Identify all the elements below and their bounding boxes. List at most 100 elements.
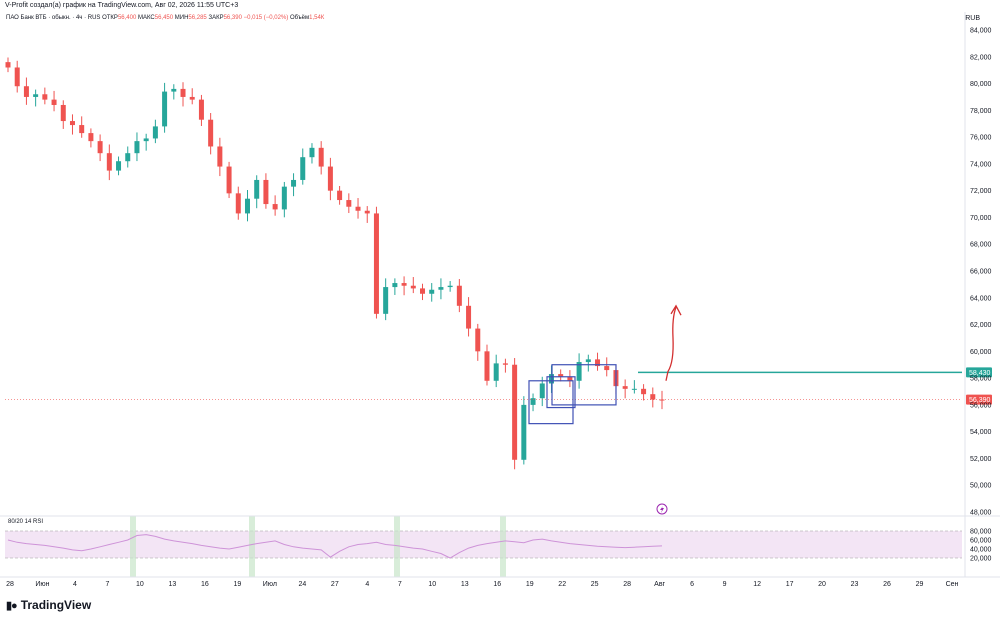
time-tick-label: 10 bbox=[136, 581, 144, 588]
rsi-tick-label: 60,000 bbox=[970, 538, 992, 545]
rsi-tick-label: 80,000 bbox=[970, 529, 992, 536]
candle-body bbox=[180, 88, 186, 97]
time-tick-label: Июл bbox=[263, 581, 277, 588]
candle-body bbox=[125, 153, 131, 162]
volume-value: 1,54К bbox=[309, 15, 325, 21]
candle-body bbox=[272, 204, 278, 210]
time-tick-label: 23 bbox=[851, 581, 859, 588]
time-tick-label: 19 bbox=[233, 581, 241, 588]
candle-body bbox=[641, 388, 647, 395]
candle-body bbox=[254, 179, 260, 199]
open-label: ОТКР bbox=[102, 15, 118, 21]
zone-box bbox=[546, 376, 576, 409]
candle-body bbox=[291, 179, 297, 187]
price-tick-label: 76,000 bbox=[970, 135, 992, 142]
candle-body bbox=[60, 104, 66, 122]
projection-arrow bbox=[665, 306, 677, 381]
last-price-tag bbox=[966, 394, 992, 405]
candle-body bbox=[69, 121, 75, 126]
candle-body bbox=[392, 283, 398, 288]
candle-body bbox=[235, 193, 241, 214]
tradingview-logo[interactable]: ▮● TradingView bbox=[6, 598, 91, 612]
change-value: −0,015 (−0,02%) bbox=[243, 15, 289, 21]
price-tick-label: 80,000 bbox=[970, 81, 992, 88]
time-tick-label: 4 bbox=[365, 581, 369, 588]
lightning-icon-bolt bbox=[660, 506, 664, 513]
time-tick-label: 7 bbox=[105, 581, 109, 588]
time-tick-label: 13 bbox=[169, 581, 177, 588]
volume-label: Объём bbox=[289, 15, 310, 21]
price-tick-label: 52,000 bbox=[970, 456, 992, 463]
time-tick-label: 17 bbox=[786, 581, 794, 588]
candle-body bbox=[622, 386, 628, 389]
price-tick-label: 66,000 bbox=[970, 269, 992, 276]
candle-body bbox=[521, 404, 527, 460]
tv-logo-icon: ▮● bbox=[6, 599, 18, 612]
close-label: ЗАКР bbox=[208, 15, 224, 21]
candle-body bbox=[447, 285, 453, 288]
low-value: 56,285 bbox=[188, 15, 207, 21]
candle-body bbox=[337, 190, 343, 201]
time-tick-label: 20 bbox=[818, 581, 826, 588]
price-tick-label: 78,000 bbox=[970, 108, 992, 115]
price-tick-label: 50,000 bbox=[970, 483, 992, 490]
price-tick-label: 56,000 bbox=[970, 402, 992, 409]
close-value: 56,390 bbox=[223, 15, 242, 21]
price-tick-label: 58,000 bbox=[970, 376, 992, 383]
zone-box bbox=[551, 364, 617, 406]
candle-body bbox=[171, 88, 177, 92]
candle-body bbox=[217, 146, 223, 167]
candle-body bbox=[364, 210, 370, 214]
candle-body bbox=[134, 141, 140, 154]
high-label: МАКС bbox=[137, 15, 155, 21]
candle-body bbox=[33, 94, 39, 97]
price-tick-label: 54,000 bbox=[970, 429, 992, 436]
time-tick-label: 28 bbox=[623, 581, 631, 588]
time-tick-label: 12 bbox=[753, 581, 761, 588]
candle-body bbox=[189, 96, 195, 100]
candle-body bbox=[23, 86, 29, 97]
candle-body bbox=[558, 374, 564, 377]
price-tick-label: 48,000 bbox=[970, 510, 992, 517]
time-tick-label: Сен bbox=[946, 581, 959, 588]
candle-body bbox=[429, 289, 435, 294]
time-tick-label: 10 bbox=[428, 581, 436, 588]
candle-body bbox=[300, 157, 306, 180]
candle-body bbox=[97, 141, 103, 154]
low-label: МИН bbox=[174, 15, 189, 21]
time-tick-label: 19 bbox=[526, 581, 534, 588]
candle-body bbox=[106, 153, 112, 171]
price-tick-label: 64,000 bbox=[970, 295, 992, 302]
candle-body bbox=[567, 376, 573, 381]
candle-body bbox=[198, 99, 204, 120]
rsi-panel: 80,000 60,000 40,000 20,000 bbox=[5, 516, 992, 577]
time-tick-label: 6 bbox=[690, 581, 694, 588]
candles bbox=[5, 57, 665, 470]
candle-body bbox=[281, 186, 287, 210]
symbol-name[interactable]: ПАО Банк ВТБ · обыкн. · 4ч · RUS bbox=[6, 15, 101, 21]
time-tick-label: 26 bbox=[883, 581, 891, 588]
time-tick-label: Июн bbox=[35, 581, 49, 588]
candle-body bbox=[512, 364, 518, 460]
candle-body bbox=[604, 366, 610, 371]
candle-body bbox=[318, 147, 324, 167]
price-tick-label: 72,000 bbox=[970, 188, 992, 195]
time-tick-label: 27 bbox=[331, 581, 339, 588]
currency-label: RUB bbox=[965, 15, 980, 22]
rsi-signal-bar bbox=[130, 516, 136, 577]
candle-body bbox=[208, 119, 214, 147]
candle-body bbox=[79, 125, 85, 134]
time-tick-label: 28 bbox=[6, 581, 14, 588]
annotations: 58,430 56,390 bbox=[5, 304, 992, 515]
candle-body bbox=[162, 91, 168, 127]
rsi-signal-bar bbox=[394, 516, 400, 577]
candle-body bbox=[631, 388, 637, 390]
rsi-signal-bar bbox=[249, 516, 255, 577]
time-tick-label: 25 bbox=[591, 581, 599, 588]
candle-body bbox=[539, 383, 545, 399]
last-price-tag-text: 56,390 bbox=[969, 397, 991, 404]
time-tick-label: 13 bbox=[461, 581, 469, 588]
time-tick-label: 16 bbox=[493, 581, 501, 588]
candle-body bbox=[659, 399, 665, 401]
